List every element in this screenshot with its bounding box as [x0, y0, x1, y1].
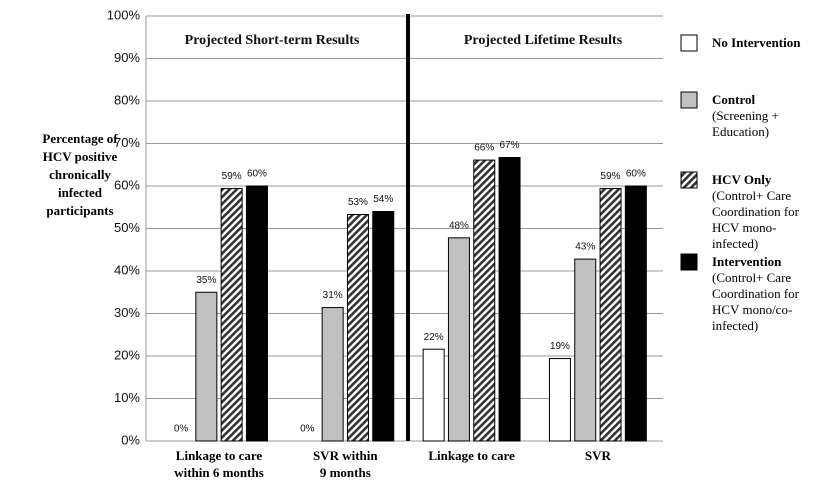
data-label: 60%: [626, 169, 646, 180]
bar: [574, 258, 597, 442]
data-label: 59%: [222, 171, 242, 182]
legend-swatch: [680, 91, 698, 109]
bar: [245, 185, 268, 442]
legend-name: No Intervention: [712, 35, 801, 50]
bar: [220, 188, 243, 442]
legend-swatch: [680, 171, 698, 189]
data-label: 48%: [449, 220, 469, 231]
x-tick-label: Linkage to care: [428, 448, 515, 463]
legend-swatch: [680, 253, 698, 271]
y-tick-label: 30%: [114, 305, 140, 320]
data-label: 19%: [550, 341, 570, 352]
bar: [498, 157, 521, 442]
bar: [346, 213, 369, 442]
legend-name: Intervention: [712, 254, 782, 269]
y-tick-label: 100%: [107, 7, 141, 22]
data-label: 66%: [474, 143, 494, 154]
data-label: 43%: [575, 242, 595, 253]
data-label: 31%: [323, 290, 343, 301]
x-tick-label: Linkage to care within 6 months: [174, 448, 264, 480]
legend-entry: HCV Only (Control+ Care Coordination for …: [712, 172, 812, 252]
y-tick-label: 80%: [114, 92, 140, 107]
bar: [473, 159, 496, 442]
x-tick-label: SVR within 9 months: [312, 448, 378, 480]
y-axis-label: Percentage of HCV positive chronically i…: [42, 131, 118, 218]
legend-swatch: [680, 34, 698, 52]
data-label: 0%: [174, 424, 189, 435]
bar: [624, 185, 647, 442]
data-label: 53%: [348, 197, 368, 208]
data-label: 35%: [196, 275, 216, 286]
y-tick-label: 90%: [114, 50, 140, 65]
legend-description: (Control+ Care Coordination for HCV mono…: [712, 188, 800, 251]
bar: [422, 348, 445, 442]
legend-description: (Control+ Care Coordination for HCV mono…: [712, 270, 800, 333]
data-label: 59%: [601, 171, 621, 182]
bar: [548, 358, 571, 442]
bar: [599, 188, 622, 442]
data-label: 60%: [247, 169, 267, 180]
y-tick-label: 40%: [114, 262, 140, 277]
legend-name: Control: [712, 92, 756, 107]
legend-entry: No Intervention: [712, 35, 812, 51]
bar: [372, 211, 395, 442]
legend-entry: Control (Screening + Education): [712, 92, 812, 140]
section-title: Projected Lifetime Results: [464, 33, 623, 48]
bar: [195, 291, 218, 442]
legend-description: (Screening + Education): [712, 108, 779, 139]
section-title: Projected Short-term Results: [185, 33, 360, 48]
y-tick-label: 10%: [114, 390, 140, 405]
bar: [321, 307, 344, 442]
y-tick-label: 70%: [114, 135, 140, 150]
data-label: 67%: [500, 140, 520, 151]
data-label: 54%: [373, 194, 393, 205]
bar: [447, 237, 470, 442]
x-tick-label: SVR: [584, 448, 611, 463]
data-label: 22%: [424, 332, 444, 343]
legend-name: HCV Only: [712, 172, 772, 187]
y-tick-label: 20%: [114, 347, 140, 362]
data-label: 0%: [300, 424, 315, 435]
y-tick-label: 50%: [114, 220, 140, 235]
legend-entry: Intervention (Control+ Care Coordination …: [712, 254, 812, 334]
y-tick-label: 0%: [121, 432, 140, 447]
y-tick-label: 60%: [114, 177, 140, 192]
